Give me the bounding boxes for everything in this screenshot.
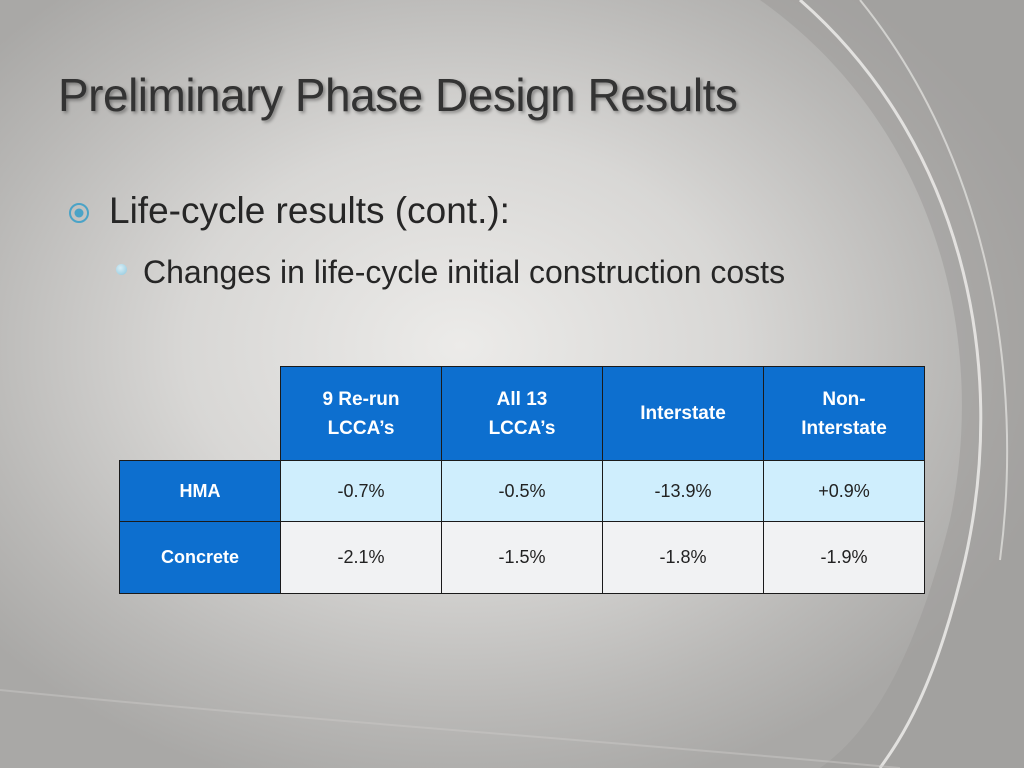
slide-title: Preliminary Phase Design Results [58,69,738,121]
table-row: HMA -0.7% -0.5% -13.9% +0.9% [119,460,925,522]
results-table: 9 Re-run LCCA’s All 13 LCCA’s Interstate… [119,366,925,594]
table-cell: -0.7% [280,460,442,522]
row-header-concrete: Concrete [119,521,281,594]
table-cell: -2.1% [280,521,442,594]
column-header-all-13: All 13 LCCA’s [441,366,603,461]
table-row: Concrete -2.1% -1.5% -1.8% -1.9% [119,521,925,594]
column-header-line: LCCA’s [327,417,395,439]
table-cell: -1.5% [441,521,603,594]
target-circle-icon [69,203,89,223]
bullet-level1: Life-cycle results (cont.): [68,190,510,232]
column-header-line: 9 Re-run [322,388,400,410]
column-header-line: Interstate [801,417,887,439]
bullet-level2-text: Changes in life-cycle initial constructi… [143,254,786,290]
bullet-level2: Changes in life-cycle initial constructi… [116,250,823,294]
table-cell: +0.9% [763,460,925,522]
bullet-level1-text: Life-cycle results (cont.): [109,190,510,231]
column-header-line: Non- [822,388,866,410]
column-header-interstate: Interstate [602,366,764,461]
table-cell: -1.9% [763,521,925,594]
table-cell: -13.9% [602,460,764,522]
table-cell: -0.5% [441,460,603,522]
table-header-row: 9 Re-run LCCA’s All 13 LCCA’s Interstate… [120,366,925,461]
column-header-line: All 13 [496,388,548,410]
column-header-line: LCCA’s [488,417,556,439]
column-header-9-rerun: 9 Re-run LCCA’s [280,366,442,461]
column-header-line: Interstate [640,403,726,424]
dot-icon [116,264,127,275]
table-cell: -1.8% [602,521,764,594]
table-corner [120,367,281,461]
row-header-hma: HMA [119,460,281,522]
column-header-non-interstate: Non- Interstate [763,366,925,461]
